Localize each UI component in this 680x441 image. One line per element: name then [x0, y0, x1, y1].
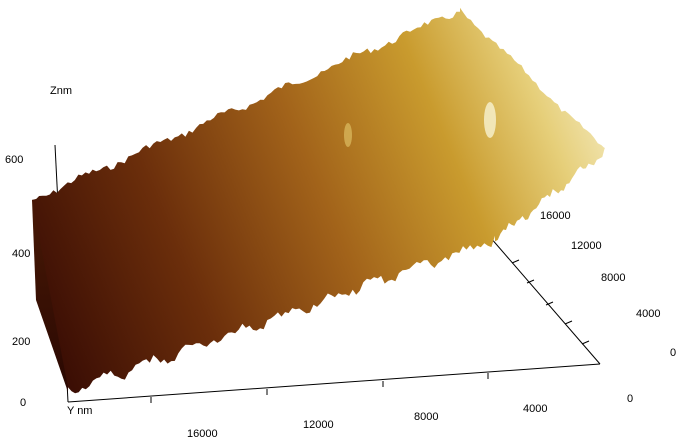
y-axis-label: Y nm [67, 405, 92, 417]
y-tick-label: 4000 [636, 308, 660, 320]
y-tick-mark [511, 259, 520, 264]
y-tick-label: 12000 [571, 240, 602, 252]
z-axis-label: Znm [50, 85, 72, 97]
x-tick-label: 16000 [187, 428, 218, 440]
surface-top [32, 7, 605, 394]
z-tick-label: 600 [5, 154, 23, 166]
x-axis-ticks: 16000 12000 8000 4000 0 [150, 373, 633, 440]
y-tick-mark [526, 279, 535, 284]
x-tick-label: 12000 [303, 419, 334, 431]
z-tick-label: 0 [20, 397, 26, 409]
surface-peak [484, 102, 496, 138]
y-tick-mark [545, 301, 554, 306]
z-tick-label: 200 [12, 336, 30, 348]
x-tick-label: 0 [627, 393, 633, 405]
x-tick-label: 8000 [414, 411, 438, 423]
y-tick-mark [564, 320, 573, 325]
surface [32, 7, 605, 394]
y-axis-line [489, 236, 601, 365]
y-tick-label: 8000 [601, 272, 625, 284]
y-axis-ticks: 16000 12000 8000 4000 0 [511, 210, 676, 359]
z-tick-label: 400 [12, 248, 30, 260]
y-tick-label: 16000 [540, 210, 571, 222]
y-tick-label: 0 [670, 347, 676, 359]
y-tick-mark [581, 340, 590, 345]
surface-peak [344, 123, 352, 147]
x-tick-label: 4000 [523, 403, 547, 415]
x-axis-line [67, 363, 601, 403]
z-axis-ticks: 0 200 400 600 [5, 154, 30, 409]
